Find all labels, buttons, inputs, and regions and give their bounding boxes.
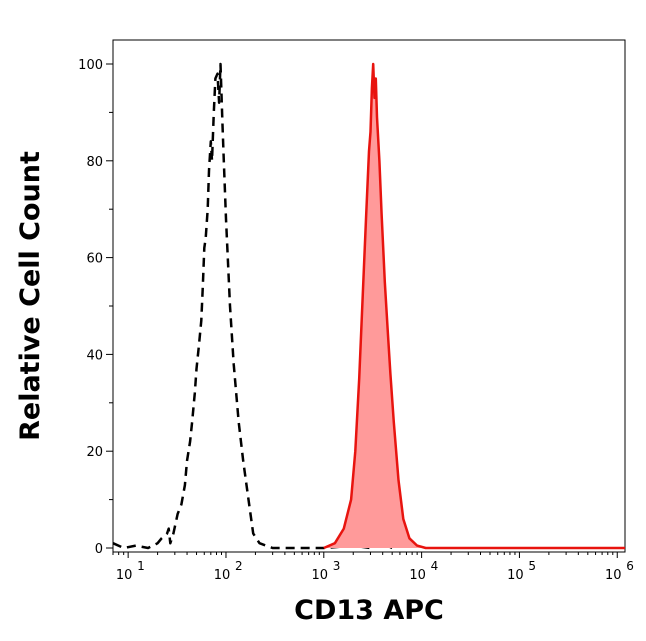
series-1-fill [323, 64, 625, 548]
x-tick-label: 10 [116, 568, 133, 583]
x-tick-exponent: 2 [235, 559, 243, 573]
plot-frame [112, 39, 626, 553]
y-tick-label: 20 [86, 445, 103, 460]
y-tick-label: 100 [78, 58, 103, 73]
x-tick-label: 10 [507, 568, 524, 583]
y-tick-label: 40 [86, 348, 103, 363]
series-layer [112, 62, 625, 550]
x-tick-exponent: 1 [137, 559, 145, 573]
y-axis-title: Relative Cell Count [15, 151, 46, 441]
x-tick-label: 10 [605, 568, 622, 583]
x-axis: 10 1 10 2 10 3 10 4 10 5 10 6 [112, 552, 634, 583]
x-tick-label: 10 [409, 568, 426, 583]
y-tick-label: 60 [86, 252, 103, 267]
y-tick-label: 0 [95, 542, 103, 557]
x-tick-exponent: 6 [626, 559, 634, 573]
x-tick-exponent: 3 [333, 559, 341, 573]
series-0-line [112, 62, 393, 550]
x-axis-title: CD13 APC [294, 595, 444, 626]
y-tick-label: 80 [86, 155, 103, 170]
x-tick-label: 10 [214, 568, 231, 583]
series-1-line [323, 62, 625, 550]
x-tick-exponent: 4 [431, 559, 439, 573]
plot-area: 10 1 10 2 10 3 10 4 10 5 10 6 0 20 40 60 80 100 [78, 39, 634, 583]
y-axis: 0 20 40 60 80 100 [78, 58, 113, 557]
x-tick-exponent: 5 [528, 559, 536, 573]
x-tick-label: 10 [312, 568, 329, 583]
